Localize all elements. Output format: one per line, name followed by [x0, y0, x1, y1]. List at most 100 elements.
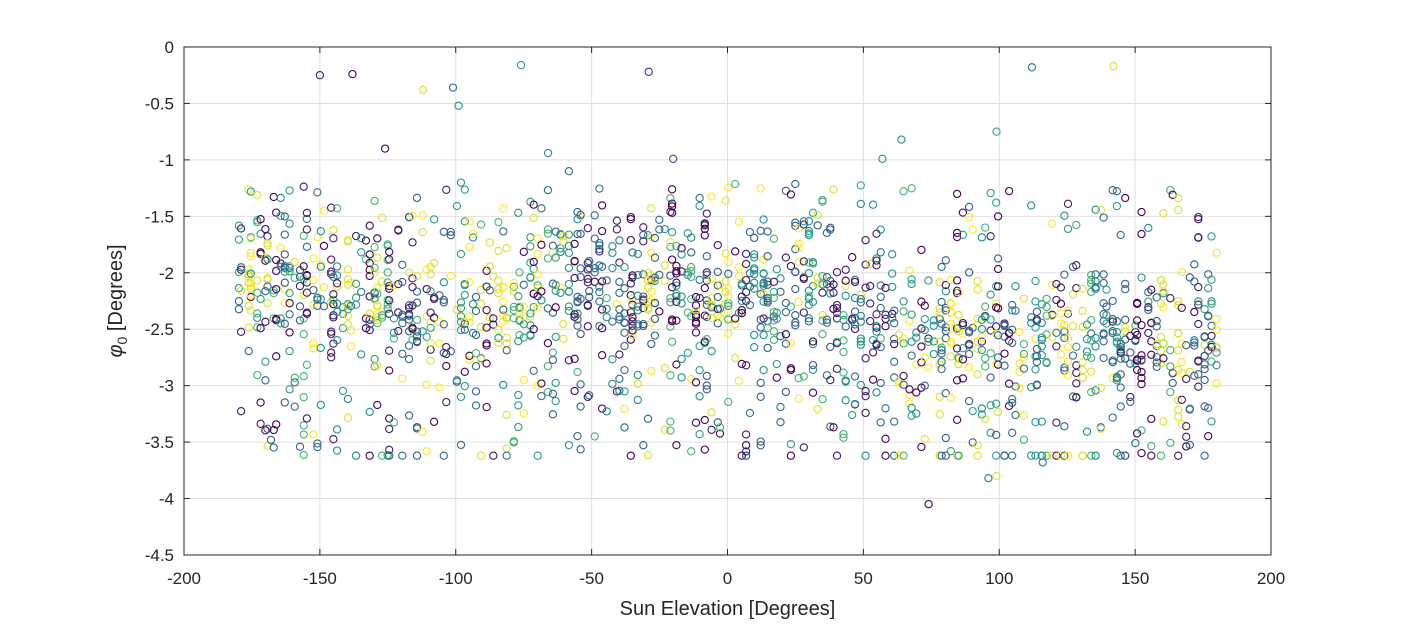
data-point — [1137, 320, 1146, 330]
data-point — [489, 320, 498, 329]
data-point — [876, 248, 885, 257]
data-point — [1019, 411, 1029, 420]
data-point — [468, 300, 478, 309]
data-point — [702, 209, 711, 218]
data-point — [946, 393, 956, 403]
data-point — [776, 418, 785, 427]
data-point — [1212, 325, 1221, 334]
data-point — [373, 253, 382, 262]
data-point — [691, 418, 701, 427]
data-point — [556, 244, 565, 253]
data-point — [276, 319, 285, 328]
data-point — [954, 360, 963, 369]
data-point — [543, 225, 553, 234]
data-point — [850, 313, 860, 323]
data-point — [924, 276, 933, 285]
data-point — [597, 201, 607, 210]
data-point — [1082, 347, 1092, 356]
data-point — [1116, 451, 1125, 460]
data-point — [329, 313, 338, 322]
data-point — [509, 287, 518, 296]
data-point — [1174, 205, 1183, 215]
data-point — [826, 422, 835, 431]
data-point — [316, 343, 325, 353]
data-point — [343, 311, 353, 320]
data-point — [741, 259, 751, 269]
data-point — [537, 204, 546, 213]
data-point — [700, 219, 709, 228]
data-point — [731, 247, 740, 256]
data-point — [750, 330, 759, 340]
data-point — [285, 263, 294, 273]
data-point — [1159, 339, 1168, 348]
data-point — [941, 280, 950, 290]
data-point — [724, 257, 733, 266]
data-point — [776, 402, 785, 412]
data-point — [1032, 344, 1042, 354]
data-point — [1008, 451, 1017, 460]
data-point — [1027, 201, 1036, 210]
y-tick-label: -2 — [159, 264, 174, 283]
data-point — [841, 376, 850, 385]
data-point — [829, 280, 838, 289]
data-point — [964, 212, 974, 222]
data-point — [666, 294, 675, 303]
y-tick-label: -1 — [159, 151, 174, 170]
data-point — [759, 215, 768, 224]
data-point — [1019, 364, 1029, 373]
data-point — [741, 288, 751, 297]
data-point — [280, 398, 289, 407]
outlier-point — [266, 435, 276, 445]
data-point — [808, 388, 818, 397]
data-point — [529, 325, 538, 334]
data-point — [734, 308, 744, 318]
data-point — [476, 220, 486, 229]
outlier-point — [315, 71, 325, 80]
data-point — [476, 299, 486, 308]
data-point — [687, 266, 696, 276]
data-point — [276, 211, 285, 221]
data-point — [1174, 346, 1183, 355]
data-point — [272, 284, 281, 294]
data-point — [818, 316, 827, 325]
data-point — [937, 343, 946, 352]
data-point — [1190, 338, 1199, 347]
data-point — [804, 258, 814, 267]
data-point — [1132, 299, 1142, 308]
data-point — [1037, 342, 1046, 351]
data-point — [280, 250, 289, 259]
data-point — [1087, 315, 1096, 325]
data-point — [715, 304, 725, 313]
data-point — [1182, 341, 1191, 350]
data-point — [888, 313, 897, 323]
data-point — [702, 371, 711, 381]
data-point — [707, 300, 716, 309]
data-point — [660, 425, 669, 434]
data-point — [1011, 382, 1020, 391]
data-point — [456, 178, 466, 187]
data-point — [794, 257, 803, 267]
data-point — [667, 199, 677, 208]
data-point — [626, 279, 635, 288]
data-point — [964, 349, 974, 359]
data-point — [1182, 432, 1191, 441]
data-point — [907, 351, 916, 360]
data-point — [272, 352, 281, 361]
data-point — [543, 254, 553, 263]
data-point — [894, 330, 904, 339]
data-point — [329, 290, 338, 299]
data-point — [1144, 303, 1153, 312]
data-point — [299, 372, 308, 381]
data-point — [826, 375, 835, 385]
data-point — [489, 451, 498, 460]
data-point — [829, 288, 838, 297]
data-point — [276, 262, 285, 271]
data-point — [724, 291, 733, 301]
data-point — [750, 250, 759, 259]
data-point — [246, 234, 255, 243]
data-point — [687, 233, 696, 242]
data-point — [357, 287, 366, 297]
data-point — [612, 299, 622, 309]
data-point — [920, 381, 929, 390]
data-point — [357, 234, 366, 243]
